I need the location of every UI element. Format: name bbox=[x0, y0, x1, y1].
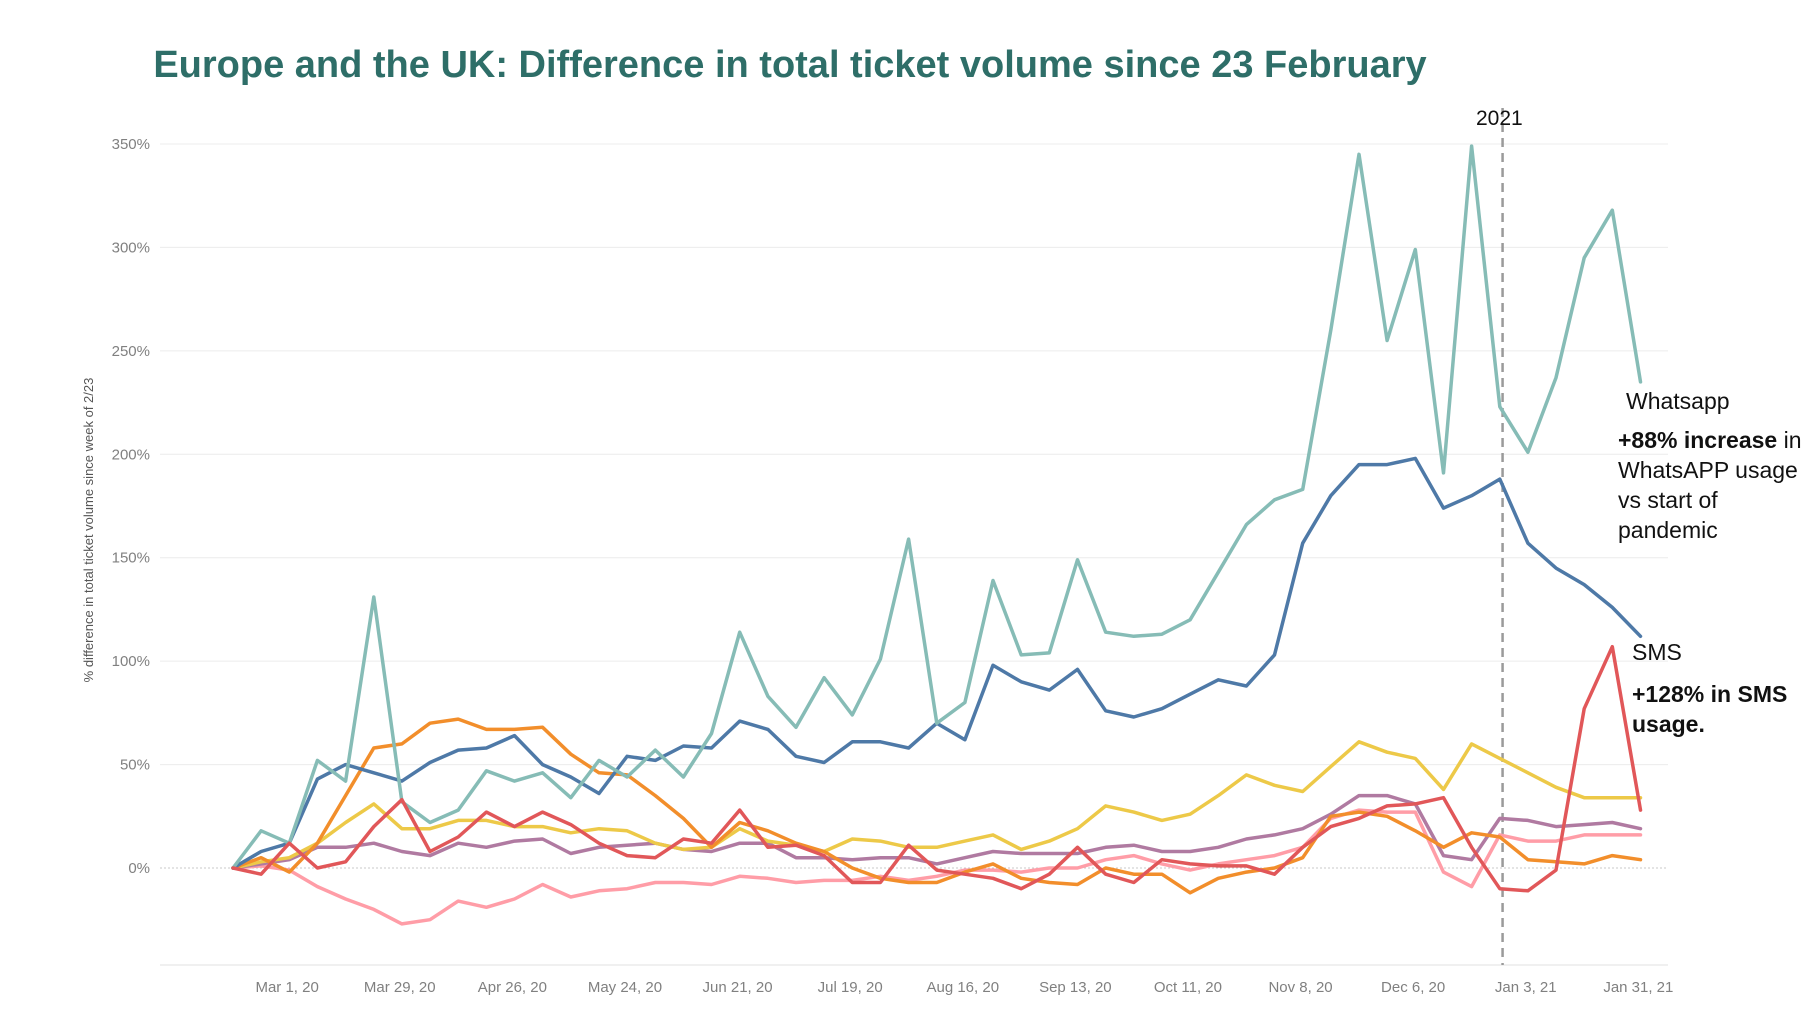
x-tick-label: May 24, 20 bbox=[588, 979, 662, 996]
x-tick-label: Aug 16, 20 bbox=[926, 979, 999, 996]
y-tick-label: 100% bbox=[112, 653, 150, 670]
y-tick-label: 250% bbox=[112, 343, 150, 360]
sms-series-line bbox=[231, 644, 1643, 893]
y-tick-label: 300% bbox=[112, 239, 150, 256]
x-tick-label: Mar 1, 20 bbox=[255, 979, 318, 996]
series-line-4 bbox=[231, 717, 1643, 895]
whatsapp-annotation: +88% increase in WhatsAPP usage vs start… bbox=[1618, 425, 1820, 545]
x-tick-labels: Mar 1, 20 Mar 29, 20 Apr 26, 20 May 24, 20 J… bbox=[255, 979, 1673, 996]
y-tick-label: 0% bbox=[128, 860, 150, 877]
x-tick-label: Jan 31, 21 bbox=[1603, 979, 1673, 996]
series-line-5 bbox=[231, 740, 1643, 870]
y-tick-label: 50% bbox=[120, 757, 150, 774]
whatsapp-series-label: Whatsapp bbox=[1626, 388, 1730, 414]
x-tick-label: Jul 19, 20 bbox=[818, 979, 883, 996]
grid-layer bbox=[160, 143, 1668, 966]
series-line-6 bbox=[231, 793, 1643, 870]
x-tick-label: Jan 3, 21 bbox=[1495, 979, 1557, 996]
x-tick-label: Oct 11, 20 bbox=[1154, 979, 1222, 996]
whatsapp-series-line bbox=[231, 144, 1643, 870]
y-tick-labels: 0% 50% 100% 150% 200% 250% 300% 350% bbox=[112, 136, 150, 877]
y-axis-label: % difference in total ticket volume sinc… bbox=[81, 378, 96, 683]
x-tick-label: Sep 13, 20 bbox=[1039, 979, 1112, 996]
x-tick-label: Apr 26, 20 bbox=[478, 979, 547, 996]
series-line-7 bbox=[231, 808, 1643, 926]
y-tick-label: 150% bbox=[112, 550, 150, 567]
sms-annotation: +128% in SMS usage. bbox=[1632, 681, 1788, 737]
sms-series-label: SMS bbox=[1632, 639, 1682, 665]
x-tick-label: Dec 6, 20 bbox=[1381, 979, 1445, 996]
x-tick-label: Jun 21, 20 bbox=[703, 979, 773, 996]
year-2021-label: 2021 bbox=[1476, 107, 1523, 130]
x-tick-label: Nov 8, 20 bbox=[1268, 979, 1332, 996]
whatsapp-increase-figure: +88% increase bbox=[1618, 427, 1778, 453]
y-tick-label: 350% bbox=[112, 136, 150, 153]
series-line-3 bbox=[231, 456, 1643, 870]
whatsapp-annotation-text: in WhatsAPP usage vs start of pandemic bbox=[1618, 427, 1802, 543]
y-tick-label: 200% bbox=[112, 446, 150, 463]
series-layer bbox=[231, 144, 1643, 926]
chart-title: Europe and the UK: Difference in total t… bbox=[153, 44, 1427, 86]
x-tick-label: Mar 29, 20 bbox=[364, 979, 436, 996]
